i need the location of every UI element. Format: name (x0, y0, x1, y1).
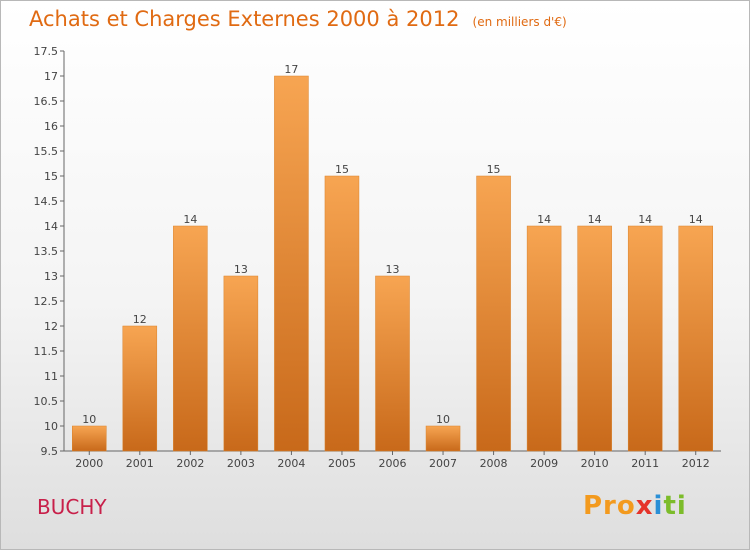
y-tick-label: 14 (44, 220, 58, 233)
y-tick-label: 16.5 (34, 95, 59, 108)
bar (627, 225, 663, 452)
y-tick-label: 15 (44, 170, 58, 183)
x-tick-label: 2007 (429, 457, 457, 470)
bar (425, 425, 461, 452)
y-tick-label: 12 (44, 320, 58, 333)
data-label: 10 (436, 413, 450, 426)
bar (72, 425, 107, 452)
proxiti-logo: Proxiti (583, 491, 687, 521)
bar (476, 175, 511, 452)
chart-subtitle: (en milliers d'€) (472, 15, 567, 29)
bar (122, 325, 158, 452)
data-label: 14 (183, 213, 197, 226)
y-tick-label: 10 (44, 420, 58, 433)
x-tick-label: 2004 (277, 457, 305, 470)
x-tick-label: 2002 (176, 457, 204, 470)
data-label: 13 (234, 263, 248, 276)
data-label: 15 (335, 163, 349, 176)
bar (375, 275, 410, 452)
x-tick-label: 2008 (480, 457, 508, 470)
y-tick-label: 14.5 (34, 195, 59, 208)
title-row: Achats et Charges Externes 2000 à 2012 (… (29, 7, 567, 31)
bar (678, 225, 713, 452)
data-label: 14 (689, 213, 703, 226)
x-tick-label: 2000 (75, 457, 103, 470)
data-label: 13 (386, 263, 400, 276)
x-tick-label: 2009 (530, 457, 558, 470)
x-tick-label: 2003 (227, 457, 255, 470)
x-tick-label: 2011 (631, 457, 659, 470)
bar (173, 225, 208, 452)
data-label: 14 (588, 213, 602, 226)
bar (526, 225, 562, 452)
y-tick-label: 10.5 (34, 395, 59, 408)
y-tick-label: 9.5 (41, 445, 59, 458)
data-label: 10 (82, 413, 96, 426)
y-tick-label: 17 (44, 70, 58, 83)
bar (324, 175, 360, 452)
y-tick-label: 13.5 (34, 245, 59, 258)
data-label: 17 (284, 63, 298, 76)
y-tick-label: 11 (44, 370, 58, 383)
data-label: 15 (487, 163, 501, 176)
x-tick-label: 2012 (682, 457, 710, 470)
y-tick-label: 17.5 (34, 45, 59, 58)
y-tick-label: 11.5 (34, 345, 59, 358)
y-tick-label: 12.5 (34, 295, 59, 308)
y-tick-label: 16 (44, 120, 58, 133)
y-tick-label: 15.5 (34, 145, 59, 158)
data-label: 12 (133, 313, 147, 326)
commune-name: BUCHY (37, 495, 107, 519)
x-tick-label: 2001 (126, 457, 154, 470)
x-tick-label: 2010 (581, 457, 609, 470)
bar (577, 225, 612, 452)
data-label: 14 (537, 213, 551, 226)
bar (274, 75, 309, 452)
y-tick-label: 13 (44, 270, 58, 283)
bar (223, 275, 259, 452)
chart-title: Achats et Charges Externes 2000 à 2012 (29, 7, 460, 31)
data-label: 14 (638, 213, 652, 226)
x-tick-label: 2005 (328, 457, 356, 470)
x-tick-label: 2006 (379, 457, 407, 470)
